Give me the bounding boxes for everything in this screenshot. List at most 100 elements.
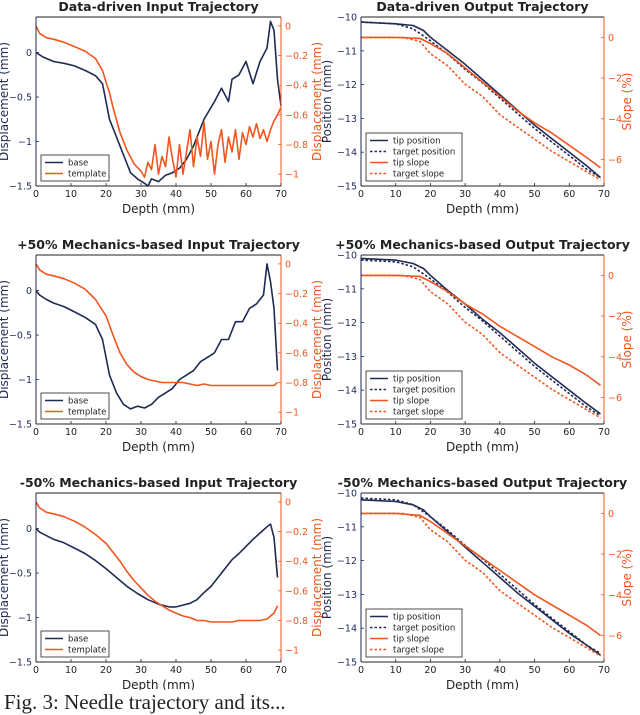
x-tick-label: 20 bbox=[100, 427, 112, 438]
x-tick-label: 70 bbox=[598, 665, 610, 676]
y2-tick-label: 0 bbox=[608, 509, 614, 520]
x-tick-label: 50 bbox=[205, 189, 217, 200]
y-axis-label: Displacement (mm) bbox=[0, 42, 11, 161]
y-tick-label: −14 bbox=[337, 624, 357, 635]
series-line-template bbox=[35, 263, 279, 387]
y2-tick-label: 0 bbox=[285, 497, 291, 508]
y2-axis-label: Displacement (mm) bbox=[310, 42, 324, 161]
x-tick-label: 30 bbox=[135, 427, 147, 438]
y-tick-label: −1.5 bbox=[9, 420, 32, 431]
y2-tick-label: −6 bbox=[608, 393, 622, 404]
legend-label: template bbox=[68, 408, 106, 418]
y2-tick-label: −6 bbox=[608, 631, 622, 642]
y-tick-label: −1 bbox=[18, 613, 32, 624]
chart-panel-5: -50% Mechanics-based Input Trajectory 0 10… bbox=[0, 475, 324, 690]
chart-title: -50% Mechanics-based Input Trajectory bbox=[20, 475, 297, 490]
y-tick-label: −10 bbox=[337, 251, 357, 262]
x-tick-label: 70 bbox=[275, 427, 287, 438]
y-tick-label: −15 bbox=[337, 658, 357, 669]
y-tick-label: −14 bbox=[337, 148, 357, 159]
y-tick-label: −15 bbox=[337, 420, 357, 431]
y2-tick-label: 0 bbox=[608, 33, 614, 44]
chart-title: Data-driven Input Trajectory bbox=[58, 0, 258, 14]
x-tick-label: 10 bbox=[65, 665, 77, 676]
series-line-tip-slope bbox=[361, 274, 601, 386]
series-line-target-position bbox=[360, 497, 601, 655]
x-tick-label: 60 bbox=[563, 665, 575, 676]
y2-tick-label: −2 bbox=[608, 550, 622, 561]
x-axis-label: Depth (mm) bbox=[446, 440, 519, 454]
y-tick-label: −12 bbox=[337, 556, 357, 567]
y-axis-label: Position (mm) bbox=[320, 536, 334, 619]
legend-label: target slope bbox=[393, 646, 444, 656]
legend-label: target position bbox=[393, 148, 455, 158]
x-tick-label: 20 bbox=[100, 665, 112, 676]
y-tick-label: −11 bbox=[337, 284, 357, 295]
y2-axis-label: Slope (%) bbox=[620, 311, 634, 369]
legend-label: tip slope bbox=[393, 159, 429, 169]
y2-tick-label: −1 bbox=[285, 646, 299, 657]
x-tick-label: 40 bbox=[494, 189, 506, 200]
legend-label: tip position bbox=[393, 375, 440, 385]
y2-tick-label: −4 bbox=[608, 590, 622, 601]
y-tick-label: −1.5 bbox=[9, 658, 32, 669]
series-line-tip-slope bbox=[361, 512, 601, 637]
x-tick-label: 60 bbox=[563, 189, 575, 200]
y-tick-label: −13 bbox=[337, 352, 357, 363]
y-tick-label: −1.5 bbox=[9, 182, 32, 193]
x-axis-label: Depth (mm) bbox=[446, 678, 519, 690]
y-tick-label: −14 bbox=[337, 386, 357, 397]
y2-axis-label: Displacement (mm) bbox=[310, 280, 324, 399]
series-line-tip-position bbox=[360, 257, 601, 415]
series-line-tip-position bbox=[360, 21, 602, 179]
y2-tick-label: −1 bbox=[285, 170, 299, 181]
y2-axis-label: Displacement (mm) bbox=[310, 518, 324, 637]
x-tick-label: 50 bbox=[529, 189, 541, 200]
legend-label: target position bbox=[393, 624, 455, 634]
y2-tick-label: −6 bbox=[608, 155, 622, 166]
y2-tick-label: −0.4 bbox=[285, 557, 308, 568]
x-tick-label: 10 bbox=[65, 427, 77, 438]
x-tick-label: 30 bbox=[459, 189, 471, 200]
x-tick-label: 40 bbox=[170, 189, 182, 200]
series-line-target-slope bbox=[361, 36, 601, 181]
y2-tick-label: −0.8 bbox=[285, 378, 308, 389]
y2-tick-label: −0.2 bbox=[285, 51, 308, 62]
x-tick-label: 30 bbox=[135, 665, 147, 676]
x-tick-label: 40 bbox=[494, 665, 506, 676]
y2-tick-label: −2 bbox=[608, 74, 622, 85]
legend-label: tip slope bbox=[393, 397, 429, 407]
y2-tick-label: −1 bbox=[285, 408, 299, 419]
legend-label: tip position bbox=[393, 613, 440, 623]
x-tick-label: 10 bbox=[390, 665, 402, 676]
series-line-template bbox=[35, 25, 282, 178]
y2-tick-label: −0.8 bbox=[285, 140, 308, 151]
y2-tick-label: −0.4 bbox=[285, 81, 308, 92]
x-tick-label: 70 bbox=[598, 427, 610, 438]
figure-caption: Fig. 3: Needle trajectory and its... bbox=[4, 690, 286, 714]
legend-box bbox=[40, 630, 110, 658]
x-tick-label: 50 bbox=[205, 665, 217, 676]
y-tick-label: −15 bbox=[337, 182, 357, 193]
x-axis-label: Depth (mm) bbox=[122, 678, 195, 690]
y2-tick-label: −0.2 bbox=[285, 289, 308, 300]
x-tick-label: 50 bbox=[205, 427, 217, 438]
series-line-template bbox=[35, 501, 279, 623]
y2-tick-label: −4 bbox=[608, 352, 622, 363]
x-axis-label: Depth (mm) bbox=[122, 440, 195, 454]
y-tick-label: −12 bbox=[337, 80, 357, 91]
x-axis-label: Depth (mm) bbox=[446, 202, 519, 216]
series-line-target-slope bbox=[361, 274, 601, 419]
series-line-target-position bbox=[360, 21, 601, 179]
y-tick-label: −13 bbox=[337, 590, 357, 601]
y2-tick-label: −0.6 bbox=[285, 348, 308, 359]
x-tick-label: 40 bbox=[170, 427, 182, 438]
x-tick-label: 0 bbox=[358, 427, 364, 438]
series-line-target-slope bbox=[361, 512, 601, 657]
y2-tick-label: −4 bbox=[608, 114, 622, 125]
chart-panel-2: Data-driven Output Trajectory 0 10 20 30 40 50… bbox=[320, 0, 634, 216]
legend-label: target slope bbox=[393, 408, 444, 418]
y-tick-label: −11 bbox=[337, 46, 357, 57]
legend-label: tip position bbox=[393, 137, 440, 147]
x-tick-label: 60 bbox=[563, 427, 575, 438]
